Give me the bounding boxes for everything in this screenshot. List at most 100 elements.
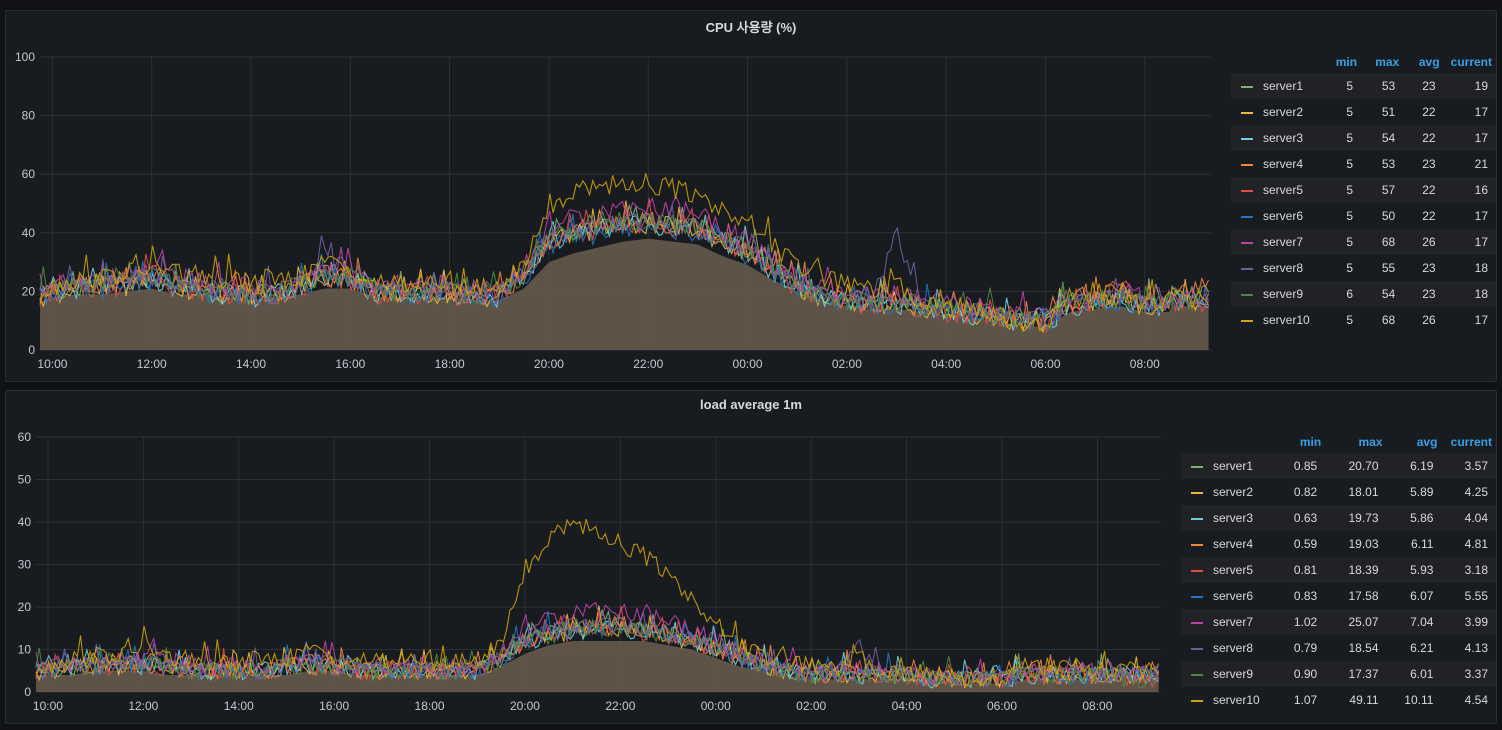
legend-row-server7[interactable]: server7 1.02 25.07 7.04 3.99: [1181, 609, 1496, 635]
legend-series-name[interactable]: server6: [1181, 583, 1282, 609]
legend-swatch-icon[interactable]: [1191, 647, 1203, 650]
legend-series-name[interactable]: server9: [1181, 661, 1283, 687]
legend-header-current[interactable]: current: [1450, 435, 1492, 449]
legend-swatch-icon[interactable]: [1241, 267, 1253, 270]
legend-row-server5[interactable]: server5 5 57 22 16: [1231, 177, 1496, 203]
legend-header-current[interactable]: current: [1450, 55, 1492, 69]
legend-swatch-icon[interactable]: [1241, 111, 1253, 114]
x-tick-label: 10:00: [33, 699, 63, 713]
legend-swatch-icon[interactable]: [1191, 595, 1203, 598]
legend-swatch-icon[interactable]: [1241, 319, 1253, 322]
x-tick-label: 22:00: [605, 699, 635, 713]
y-tick-label: 10: [18, 643, 32, 657]
y-tick-label: 50: [18, 473, 32, 487]
legend-value-current: 4.54: [1464, 693, 1488, 707]
legend-value-current: 17: [1474, 209, 1488, 223]
legend-swatch-icon[interactable]: [1241, 215, 1253, 218]
legend-header-min[interactable]: min: [1335, 55, 1358, 69]
legend-row-server8[interactable]: server8 5 55 23 18: [1231, 255, 1496, 281]
legend-row-server1[interactable]: server1 5 53 23 19: [1231, 73, 1496, 99]
legend-swatch-icon[interactable]: [1241, 163, 1253, 166]
cpu-usage-chart[interactable]: 0 20 40 60 80 100 10:00 12:00 14:00 16:00 18:00 20:…: [6, 11, 1231, 383]
legend-value-min: 1.07: [1293, 693, 1318, 707]
legend-series-name[interactable]: server4: [1231, 151, 1323, 177]
legend-row-server2[interactable]: server2 5 51 22 17: [1231, 99, 1496, 125]
legend-series-name[interactable]: server10: [1181, 687, 1282, 713]
legend-header-min[interactable]: min: [1299, 435, 1322, 449]
x-tick-label: 20:00: [534, 357, 564, 371]
x-tick-label: 08:00: [1130, 357, 1160, 371]
legend-row-server3[interactable]: server3 5 54 22 17: [1231, 125, 1496, 151]
legend-row-server8[interactable]: server8 0.79 18.54 6.21 4.13: [1181, 635, 1496, 661]
x-tick-label: 22:00: [633, 357, 663, 371]
legend-row-server10[interactable]: server10 5 68 26 17: [1231, 307, 1496, 333]
legend-value-avg: 23: [1403, 73, 1444, 99]
legend-swatch-icon[interactable]: [1191, 569, 1203, 572]
y-tick-label: 60: [18, 430, 32, 444]
legend-series-name[interactable]: server2: [1181, 479, 1282, 505]
load-average-chart[interactable]: 0 10 20 30 40 50 60 10:00 12:00 14:00 16:00 18:00 20…: [6, 391, 1181, 725]
legend-series-name[interactable]: server6: [1231, 203, 1323, 229]
legend-header-max[interactable]: max: [1358, 435, 1383, 449]
legend-value-avg: 6.21: [1410, 641, 1434, 655]
legend-swatch-icon[interactable]: [1241, 137, 1253, 140]
legend-swatch-icon[interactable]: [1191, 465, 1203, 468]
legend-row-server9[interactable]: server9 0.90 17.37 6.01 3.37: [1181, 661, 1496, 687]
legend-series-name[interactable]: server1: [1231, 73, 1324, 99]
load-average-legend: min max avg current server1 0.85 20.70 6.19 3.57…: [1181, 431, 1496, 713]
legend-series-name[interactable]: server7: [1181, 609, 1283, 635]
legend-series-name[interactable]: server8: [1181, 635, 1282, 661]
legend-series-name[interactable]: server3: [1181, 505, 1283, 531]
legend-series-name[interactable]: server5: [1181, 557, 1283, 583]
legend-swatch-icon[interactable]: [1191, 621, 1203, 624]
legend-series-name[interactable]: server3: [1231, 125, 1324, 151]
legend-header-row: min max avg current: [1181, 431, 1496, 453]
legend-row-server5[interactable]: server5 0.81 18.39 5.93 3.18: [1181, 557, 1496, 583]
legend-header-avg[interactable]: avg: [1418, 55, 1440, 69]
panel-title[interactable]: load average 1m: [700, 397, 802, 412]
legend-row-server6[interactable]: server6 5 50 22 17: [1231, 203, 1496, 229]
legend-series-name[interactable]: server8: [1231, 255, 1323, 281]
cpu-usage-legend: min max avg current server1 5 53 23 19 server2 5 51…: [1231, 51, 1496, 333]
legend-series-name[interactable]: server2: [1231, 99, 1323, 125]
legend-swatch-icon[interactable]: [1241, 293, 1253, 296]
legend-row-server2[interactable]: server2 0.82 18.01 5.89 4.25: [1181, 479, 1496, 505]
legend-row-server7[interactable]: server7 5 68 26 17: [1231, 229, 1496, 255]
legend-series-name[interactable]: server7: [1231, 229, 1324, 255]
legend-swatch-icon[interactable]: [1191, 699, 1203, 702]
legend-table: min max avg current server1 5 53 23 19 server2 5 51…: [1231, 51, 1496, 333]
legend-series-name[interactable]: server10: [1231, 307, 1323, 333]
legend-row-server6[interactable]: server6 0.83 17.58 6.07 5.55: [1181, 583, 1496, 609]
legend-row-server4[interactable]: server4 0.59 19.03 6.11 4.81: [1181, 531, 1496, 557]
baseline-area: [40, 238, 1209, 350]
legend-swatch-icon[interactable]: [1191, 491, 1203, 494]
legend-series-name[interactable]: server1: [1181, 453, 1283, 479]
panel-title[interactable]: CPU 사용량 (%): [705, 20, 797, 35]
legend-header-avg[interactable]: avg: [1416, 435, 1438, 449]
legend-value-min: 0.83: [1293, 589, 1318, 603]
legend-value-current: 4.04: [1441, 505, 1496, 531]
legend-value-current: 5.55: [1464, 589, 1488, 603]
legend-value-max: 53: [1381, 157, 1396, 171]
legend-row-server9[interactable]: server9 6 54 23 18: [1231, 281, 1496, 307]
legend-swatch-icon[interactable]: [1191, 673, 1203, 676]
legend-swatch-icon[interactable]: [1191, 517, 1203, 520]
legend-value-min: 0.59: [1293, 537, 1318, 551]
legend-swatch-icon[interactable]: [1241, 85, 1253, 88]
legend-row-server4[interactable]: server4 5 53 23 21: [1231, 151, 1496, 177]
legend-value-max: 17.58: [1348, 589, 1379, 603]
legend-swatch-icon[interactable]: [1241, 189, 1253, 192]
legend-value-min: 0.90: [1282, 661, 1326, 687]
legend-header-max[interactable]: max: [1375, 55, 1400, 69]
legend-value-current: 17: [1474, 313, 1488, 327]
legend-swatch-icon[interactable]: [1191, 543, 1203, 546]
legend-swatch-icon[interactable]: [1241, 241, 1253, 244]
legend-series-name[interactable]: server4: [1181, 531, 1282, 557]
legend-series-name[interactable]: server9: [1231, 281, 1324, 307]
legend-series-name[interactable]: server5: [1231, 177, 1324, 203]
legend-value-current: 19: [1443, 73, 1496, 99]
legend-row-server1[interactable]: server1 0.85 20.70 6.19 3.57: [1181, 453, 1496, 479]
legend-row-server10[interactable]: server10 1.07 49.11 10.11 4.54: [1181, 687, 1496, 713]
legend-row-server3[interactable]: server3 0.63 19.73 5.86 4.04: [1181, 505, 1496, 531]
y-tick-label: 30: [18, 558, 32, 572]
